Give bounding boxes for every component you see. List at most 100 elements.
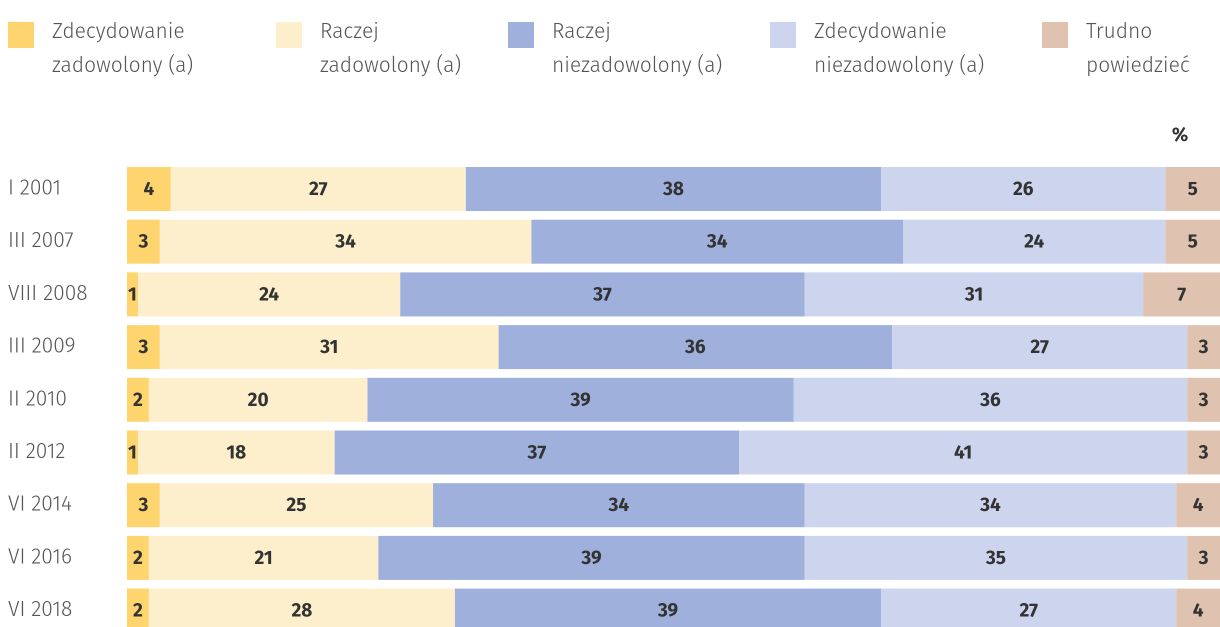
- data-label: 28: [291, 600, 312, 623]
- bar-segment: [1165, 167, 1220, 211]
- legend-swatch: [276, 22, 302, 48]
- bar-segment: [739, 430, 1188, 475]
- data-label: 24: [259, 283, 279, 306]
- data-label: 3: [137, 494, 148, 517]
- bar-segment: [454, 588, 882, 627]
- row-label: I 2001: [8, 174, 61, 200]
- bar-segment: [804, 272, 1144, 317]
- data-label: 31: [319, 336, 338, 359]
- data-label: 2: [133, 389, 143, 412]
- bar-segment: [137, 430, 335, 475]
- data-label: 5: [1188, 231, 1198, 254]
- bar-segment: [793, 377, 1188, 422]
- bar-segment: [1143, 272, 1220, 317]
- data-label: 4: [143, 178, 154, 201]
- legend-label: Raczej zadowolony (a): [320, 18, 462, 78]
- bar-segment: [903, 219, 1166, 264]
- bar-segment: [127, 588, 149, 627]
- bar-segment: [148, 377, 368, 422]
- bar-segment: [378, 535, 805, 580]
- bar-segment: [159, 219, 532, 264]
- data-label: 18: [226, 442, 246, 465]
- data-label: 27: [1019, 600, 1038, 623]
- data-label: 38: [662, 178, 684, 201]
- data-label: 5: [1188, 178, 1198, 201]
- data-label: 36: [684, 336, 706, 359]
- bar-segment: [881, 588, 1177, 627]
- bar-segment: [1165, 219, 1220, 264]
- bar-segment: [159, 325, 499, 370]
- bar-segment: [334, 430, 740, 475]
- data-label: 24: [1024, 231, 1044, 254]
- bar-segment: [531, 219, 904, 264]
- row-label: II 2010: [8, 385, 67, 411]
- bar-segment: [148, 535, 379, 580]
- bar-segment: [1176, 588, 1220, 627]
- data-label: 27: [1030, 336, 1049, 359]
- data-label: 3: [137, 336, 148, 359]
- bar-segment: [127, 167, 171, 211]
- bar-segment: [1176, 483, 1220, 528]
- bar-segment: [127, 272, 138, 317]
- data-label: 20: [248, 389, 269, 412]
- data-label: 39: [657, 600, 679, 623]
- bar-segment: [1187, 430, 1220, 475]
- data-label: 41: [954, 442, 972, 465]
- data-label: 1: [128, 283, 137, 306]
- data-label: 2: [133, 600, 143, 623]
- bar-segment: [137, 272, 401, 317]
- data-label: 4: [1193, 600, 1204, 623]
- bar-segment: [804, 483, 1177, 528]
- legend-swatch: [508, 22, 534, 48]
- row-label: III 2009: [8, 333, 75, 359]
- data-label: 3: [137, 231, 148, 254]
- data-label: 26: [1013, 178, 1034, 201]
- legend-label: Zdecydowanie niezadowolony (a): [814, 18, 985, 78]
- legend-label: Trudno powiedzieć: [1086, 18, 1190, 78]
- unit-label: %: [1172, 124, 1188, 147]
- bar-segment: [498, 325, 893, 370]
- data-label: 1: [128, 442, 137, 465]
- data-label: 27: [309, 178, 328, 201]
- legend-swatch: [1042, 22, 1068, 48]
- data-label: 3: [1198, 442, 1209, 465]
- bar-segment: [804, 535, 1188, 580]
- data-label: 25: [286, 494, 306, 517]
- data-label: 3: [1198, 389, 1209, 412]
- row-label: VI 2016: [8, 543, 72, 569]
- bar-segment: [1187, 377, 1220, 422]
- row-label: VI 2014: [8, 491, 72, 517]
- bar-segment: [170, 167, 466, 211]
- row-label: VIII 2008: [8, 280, 88, 306]
- data-label: 3: [1198, 547, 1209, 570]
- bar-segment: [127, 377, 149, 422]
- bar-segment: [1187, 535, 1220, 580]
- data-label: 2: [133, 547, 143, 570]
- row-label: VI 2018: [8, 596, 72, 622]
- data-label: 31: [964, 283, 983, 306]
- bar-segment: [433, 483, 805, 528]
- bar-segment: [127, 535, 149, 580]
- data-label: 4: [1193, 494, 1204, 517]
- data-label: 37: [527, 442, 547, 465]
- data-label: 7: [1177, 283, 1186, 306]
- data-label: 34: [706, 231, 728, 254]
- data-label: 34: [608, 494, 630, 517]
- row-label: III 2007: [8, 227, 74, 253]
- bar-segment: [465, 167, 882, 211]
- data-label: 39: [580, 547, 602, 570]
- bar-segment: [127, 325, 160, 370]
- legend-swatch: [770, 22, 796, 48]
- data-label: 36: [979, 389, 1001, 412]
- data-label: 21: [255, 547, 273, 570]
- bar-segment: [881, 167, 1166, 211]
- legend-label: Zdecydowanie zadowolony (a): [52, 18, 194, 78]
- bar-segment: [127, 430, 138, 475]
- bar-segment: [127, 219, 160, 264]
- legend-label: Raczej niezadowolony (a): [552, 18, 723, 78]
- legend-swatch: [8, 22, 34, 48]
- data-label: 35: [985, 547, 1006, 570]
- bar-segment: [148, 588, 455, 627]
